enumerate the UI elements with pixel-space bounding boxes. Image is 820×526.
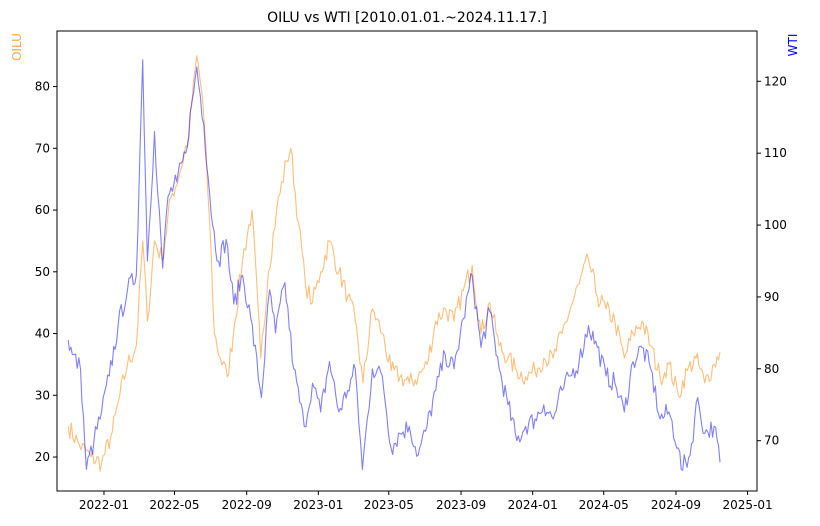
x-tick-label: 2025-01 — [723, 498, 773, 512]
x-tick-label: 2023-01 — [293, 498, 343, 512]
x-tick-label: 2023-05 — [364, 498, 414, 512]
y-tick-label-right: 110 — [764, 146, 787, 160]
y-tick-label-right: 90 — [764, 290, 779, 304]
plot-area — [67, 55, 721, 472]
chart-title: OILU vs WTI [2010.01.01.~2024.11.17.] — [267, 10, 547, 26]
y-tick-label-right: 80 — [764, 362, 779, 376]
y-axis-label-right: WTI — [786, 34, 800, 57]
x-tick-label: 2024-01 — [508, 498, 558, 512]
x-tick-label: 2022-05 — [149, 498, 199, 512]
y-tick-label-left: 60 — [35, 203, 50, 217]
y-tick-label-left: 40 — [35, 327, 50, 341]
y-axis-label-left: OILU — [10, 33, 24, 61]
y-tick-label-right: 120 — [764, 74, 787, 88]
x-tick-label: 2024-09 — [651, 498, 701, 512]
y-tick-label-right: 70 — [764, 434, 779, 448]
y-tick-label-left: 30 — [35, 388, 50, 402]
y-tick-label-right: 100 — [764, 218, 787, 232]
x-tick-label: 2024-05 — [579, 498, 629, 512]
plot-frame — [56, 30, 758, 492]
y-tick-label-left: 20 — [35, 450, 50, 464]
y-tick-label-left: 80 — [35, 80, 50, 94]
axes: 2022-01 2022-05 2022-09 2023-01 2023-05 2023-… — [35, 74, 787, 512]
x-tick-label: 2022-09 — [222, 498, 272, 512]
x-tick-label: 2023-09 — [436, 498, 486, 512]
series-line-wti — [67, 59, 721, 471]
y-tick-label-left: 70 — [35, 141, 50, 155]
y-tick-label-left: 50 — [35, 265, 50, 279]
series-line-oilu — [67, 55, 721, 472]
x-tick-label: 2022-01 — [79, 498, 129, 512]
